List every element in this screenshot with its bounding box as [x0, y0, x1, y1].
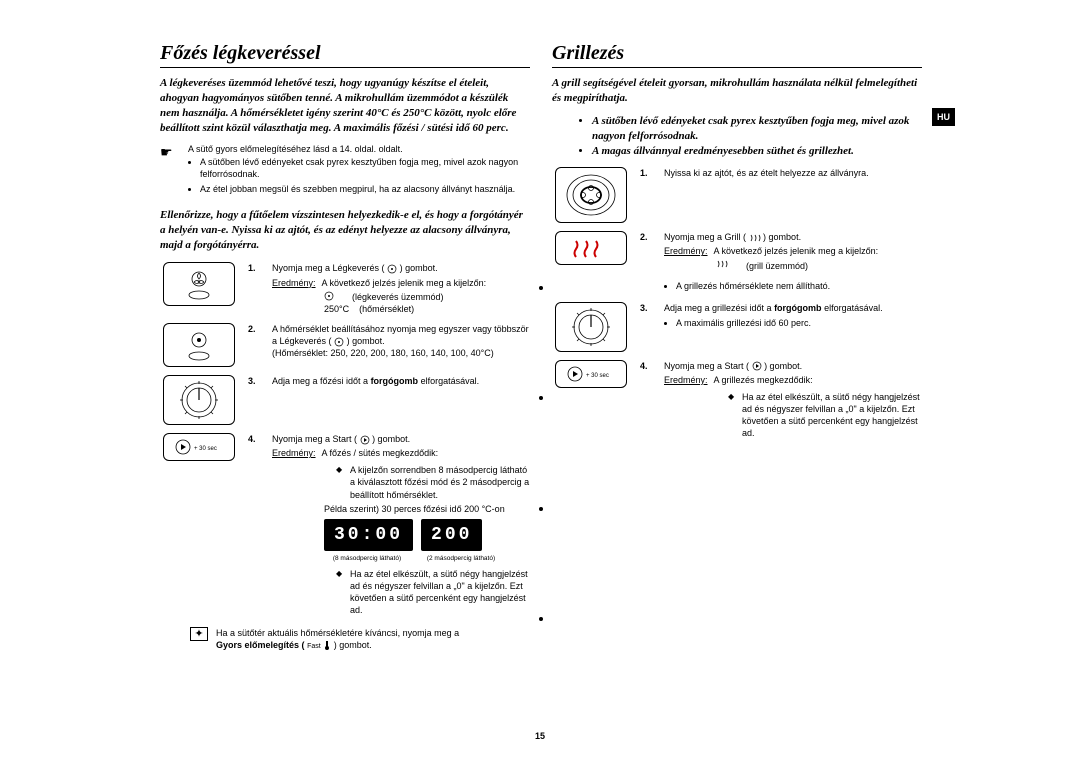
step-number: 2. — [248, 323, 262, 367]
tip-text: ) gombot. — [334, 640, 372, 650]
step-text: ) gombot. — [763, 232, 801, 242]
right-bullet: A magas állvánnyal eredményesebben süthe… — [592, 144, 922, 159]
left-hand-note: ☛ A sütő gyors előmelegítéséhez lásd a 1… — [160, 143, 530, 198]
step-text: (Hőmérséklet: 250, 220, 200, 180, 160, 1… — [272, 347, 530, 359]
step-text: A hőmérséklet beállításához nyomja meg e… — [272, 324, 529, 346]
fan-icon — [387, 264, 397, 274]
step-text: Ha az étel elkészült, a sütő négy hangje… — [336, 568, 530, 617]
tip-text: Gyors előmelegítés ( — [216, 640, 305, 650]
step-text: Nyomja meg a Grill ( — [664, 232, 746, 242]
hand-lead: A sütő gyors előmelegítéséhez lásd a 14.… — [188, 143, 530, 155]
step-number: 4. — [640, 360, 654, 442]
start-panel-icon: + 30 sec — [163, 433, 235, 461]
right-column: Grillezés A grill segítségével ételeit g… — [552, 42, 922, 651]
step-number: 1. — [640, 167, 654, 223]
result-label: Eredmény: — [664, 245, 708, 257]
left-title: Főzés légkeveréssel — [160, 42, 530, 68]
step-text: Nyomja meg a Start ( — [272, 434, 357, 444]
left-step-4: + 30 sec 4. Nyomja meg a Start ( ) gombo… — [160, 433, 530, 618]
step-text: Nyomja meg a Légkeverés ( — [272, 263, 385, 273]
lcd-time: 30:00 — [324, 519, 413, 551]
left-step-3: 3. Adja meg a főzési időt a forgógomb el… — [160, 375, 530, 425]
right-title: Grillezés — [552, 42, 922, 68]
step-text: A következő jelzés jelenik meg a kijelző… — [714, 245, 879, 257]
result-label: Eredmény: — [272, 277, 316, 289]
right-step-3: 3. Adja meg a grillezési időt a forgógom… — [552, 302, 922, 352]
plus30-label: + 30 sec — [586, 373, 609, 379]
right-bullet: A sütőben lévő edényeket csak pyrex kesz… — [592, 114, 922, 144]
dial-panel-icon — [163, 375, 235, 425]
right-intro: A grill segítségével ételeit gyorsan, mi… — [552, 76, 922, 106]
step-text: ) gombot. — [400, 263, 438, 273]
step-text: Nyomja meg a Start ( — [664, 361, 749, 371]
left-step-1: 1. Nyomja meg a Légkeverés ( ) gombot. E… — [160, 262, 530, 315]
play-icon — [360, 435, 370, 445]
tip-box-icon: ✦ — [190, 627, 208, 641]
hand-pointer-icon: ☛ — [160, 143, 180, 198]
right-bullets: A sütőben lévő edényeket csak pyrex kesz… — [582, 114, 922, 160]
left-mid-italic: Ellenőrizze, hogy a fűtőelem vízszintese… — [160, 208, 530, 253]
hand-bullet: Az étel jobban megsül és szebben megpiru… — [200, 183, 530, 195]
lcd-temp: 200 — [421, 519, 482, 551]
page-content: Főzés légkeveréssel A légkeveréses üzemm… — [160, 42, 922, 743]
tip-text: Ha a sütőtér aktuális hőmérsékletére kív… — [216, 628, 459, 638]
grill-icon — [716, 260, 728, 268]
step-text: Nyissa ki az ajtót, és az ételt helyezze… — [664, 168, 869, 178]
left-column: Főzés légkeveréssel A légkeveréses üzemm… — [160, 42, 530, 651]
step-text: A kijelzőn sorrendben 8 másodpercig láth… — [336, 464, 530, 500]
step-number: 2. — [640, 231, 654, 294]
right-step-1: 1. Nyissa ki az ajtót, és az ételt helye… — [552, 167, 922, 223]
step-text: A főzés / sütés megkezdődik: — [322, 447, 439, 459]
fast-label: Fast — [307, 643, 321, 650]
right-step-4: + 30 sec 4. Nyomja meg a Start ( ) gombo… — [552, 360, 922, 442]
step-text: Adja meg a grillezési időt a forgógomb e… — [664, 303, 883, 313]
page-number: 15 — [0, 731, 1080, 741]
right-step-2: 2. Nyomja meg a Grill ( ) gombot. Eredmé… — [552, 231, 922, 294]
result-label: Eredmény: — [272, 447, 316, 459]
fan-panel-icon — [163, 262, 235, 306]
step-text: ) gombot. — [372, 434, 410, 444]
start-panel-icon: + 30 sec — [555, 360, 627, 388]
grill-icon — [749, 234, 761, 242]
left-step-2: 2. A hőmérséklet beállításához nyomja me… — [160, 323, 530, 367]
fan-icon — [334, 337, 344, 347]
step-text: (hőmérséklet) — [359, 303, 414, 315]
step-text: Ha az étel elkészült, a sütő négy hangje… — [728, 391, 922, 440]
thermometer-icon — [323, 640, 331, 650]
lcd-caption: (8 másodpercig látható) — [324, 555, 410, 564]
column-separator — [541, 242, 542, 683]
step-text: A következő jelzés jelenik meg a kijelző… — [322, 277, 487, 289]
step-text: ) gombot. — [347, 336, 385, 346]
play-icon — [752, 361, 762, 371]
hand-bullet: A sütőben lévő edényeket csak pyrex kesz… — [200, 156, 530, 180]
lcd-caption: (2 másodpercig látható) — [418, 555, 504, 564]
step-text: A maximális grillezési idő 60 perc. — [676, 317, 922, 329]
step-text: (grill üzemmód) — [746, 260, 808, 272]
step-text: Adja meg a főzési időt a forgógomb elfor… — [272, 376, 479, 386]
result-label: Eredmény: — [664, 374, 708, 386]
fan-icon — [324, 291, 334, 301]
step-text: Példa szerint) 30 perces főzési idő 200 … — [324, 503, 530, 515]
fan-panel-icon — [163, 323, 235, 367]
left-intro: A légkeveréses üzemmód lehetővé teszi, h… — [160, 76, 530, 135]
step-text: ) gombot. — [764, 361, 802, 371]
step-number: 1. — [248, 262, 262, 315]
step-text: 250°C — [324, 303, 349, 315]
step-text: (légkeverés üzemmód) — [352, 291, 444, 303]
step-number: 3. — [248, 375, 262, 425]
grill-panel-icon — [555, 231, 627, 265]
locale-badge: HU — [932, 108, 955, 126]
step-number: 3. — [640, 302, 654, 352]
dial-panel-icon — [555, 302, 627, 352]
plus30-label: + 30 sec — [194, 446, 217, 452]
step-text: A grillezés megkezdődik: — [714, 374, 813, 386]
step-number: 4. — [248, 433, 262, 618]
left-tip: ✦ Ha a sütőtér aktuális hőmérsékletére k… — [190, 627, 530, 652]
step-text: A grillezés hőmérséklete nem állítható. — [676, 280, 922, 292]
tray-panel-icon — [555, 167, 627, 223]
